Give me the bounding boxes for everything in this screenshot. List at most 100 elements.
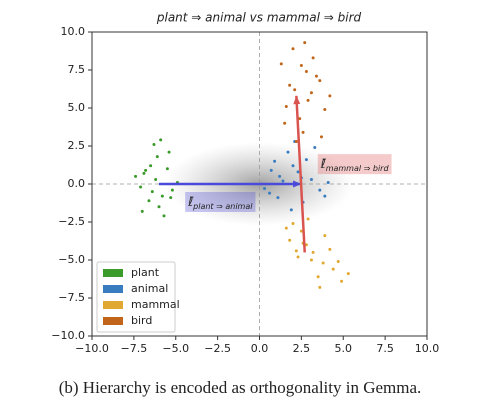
point xyxy=(346,272,350,276)
arrow-label-symbol: ℓ̄ xyxy=(320,157,327,171)
legend-swatch xyxy=(103,269,123,277)
point xyxy=(170,188,174,192)
y-tick-label: −7.5 xyxy=(58,291,85,304)
point xyxy=(323,234,327,238)
point xyxy=(303,41,307,45)
point xyxy=(323,194,327,198)
point xyxy=(293,88,297,92)
point xyxy=(304,158,308,162)
point xyxy=(328,94,332,98)
x-tick-label: −2.5 xyxy=(204,342,231,355)
point xyxy=(336,260,340,264)
point xyxy=(278,174,282,178)
point xyxy=(288,238,292,242)
point xyxy=(318,188,322,192)
point xyxy=(313,146,317,150)
point xyxy=(291,222,295,226)
legend-label: bird xyxy=(131,314,152,327)
point xyxy=(142,171,146,175)
legend-swatch xyxy=(103,317,123,325)
point xyxy=(276,196,280,200)
arrow-label-subscript: mammal ⇒ bird xyxy=(326,164,390,173)
point xyxy=(328,247,332,251)
legend-label: animal xyxy=(131,282,168,295)
y-tick-label: 0.0 xyxy=(68,177,86,190)
point xyxy=(291,164,295,168)
point xyxy=(306,217,310,221)
point xyxy=(140,209,144,213)
point xyxy=(288,83,292,87)
arrow-label: ℓ̄mammal ⇒ bird xyxy=(320,157,390,173)
y-tick-label: −2.5 xyxy=(58,215,85,228)
point xyxy=(318,79,322,83)
legend-label: plant xyxy=(131,266,160,279)
point xyxy=(309,177,313,181)
point xyxy=(160,194,164,198)
arrow-label-box xyxy=(317,154,392,175)
point xyxy=(294,139,298,143)
legend-label: mammal xyxy=(131,298,180,311)
point xyxy=(162,214,166,218)
x-tick-label: −10.0 xyxy=(75,342,109,355)
point xyxy=(321,261,325,265)
y-tick-label: −5.0 xyxy=(58,253,85,266)
arrow-head xyxy=(293,180,302,188)
x-tick-label: 5.0 xyxy=(335,342,353,355)
point xyxy=(323,108,327,112)
point xyxy=(289,208,293,212)
point xyxy=(309,258,313,262)
arrow-label: ℓ̄plant ⇒ animal xyxy=(187,195,253,211)
point xyxy=(147,199,151,203)
point xyxy=(326,180,330,184)
point xyxy=(167,150,171,154)
x-tick-label: 0.0 xyxy=(251,342,269,355)
point xyxy=(152,142,156,146)
point xyxy=(304,70,308,74)
x-tick-label: 7.5 xyxy=(376,342,394,355)
point xyxy=(314,74,318,78)
chart-title: plant ⇒ animal vs mammal ⇒ bird xyxy=(156,11,362,25)
point xyxy=(154,177,158,181)
x-tick-label: 2.5 xyxy=(293,342,311,355)
point xyxy=(286,150,290,154)
arrow-head xyxy=(293,95,301,105)
point xyxy=(291,47,295,51)
point xyxy=(281,179,285,183)
point xyxy=(298,117,302,121)
point xyxy=(139,185,143,189)
point xyxy=(169,196,173,200)
legend-swatch xyxy=(103,285,123,293)
point xyxy=(268,191,272,195)
point xyxy=(296,170,300,174)
plot-frame xyxy=(91,31,428,337)
point xyxy=(284,226,288,230)
arrow xyxy=(295,95,306,253)
point xyxy=(316,275,320,279)
legend-box xyxy=(96,261,176,333)
point xyxy=(144,168,148,172)
y-tick-label: 10.0 xyxy=(61,25,86,38)
point xyxy=(155,155,159,159)
point xyxy=(319,135,323,139)
point xyxy=(149,164,153,168)
x-tick-label: −5.0 xyxy=(162,342,189,355)
point xyxy=(269,168,273,172)
point xyxy=(283,121,287,125)
caption: (b) Hierarchy is encoded as orthogonalit… xyxy=(59,378,422,397)
arrow-label-symbol: ℓ̄ xyxy=(187,195,194,209)
arrow-label-box xyxy=(185,192,256,212)
point xyxy=(309,91,313,95)
point xyxy=(340,279,344,283)
point xyxy=(263,187,267,191)
y-tick-label: 7.5 xyxy=(68,63,86,76)
point xyxy=(294,249,298,253)
y-tick-label: −10.0 xyxy=(51,329,85,342)
y-tick-label: 2.5 xyxy=(68,139,86,152)
point xyxy=(157,205,161,209)
point xyxy=(331,267,335,271)
legend-swatch xyxy=(103,301,123,309)
point xyxy=(296,255,300,259)
point xyxy=(304,243,308,247)
point xyxy=(311,250,315,254)
